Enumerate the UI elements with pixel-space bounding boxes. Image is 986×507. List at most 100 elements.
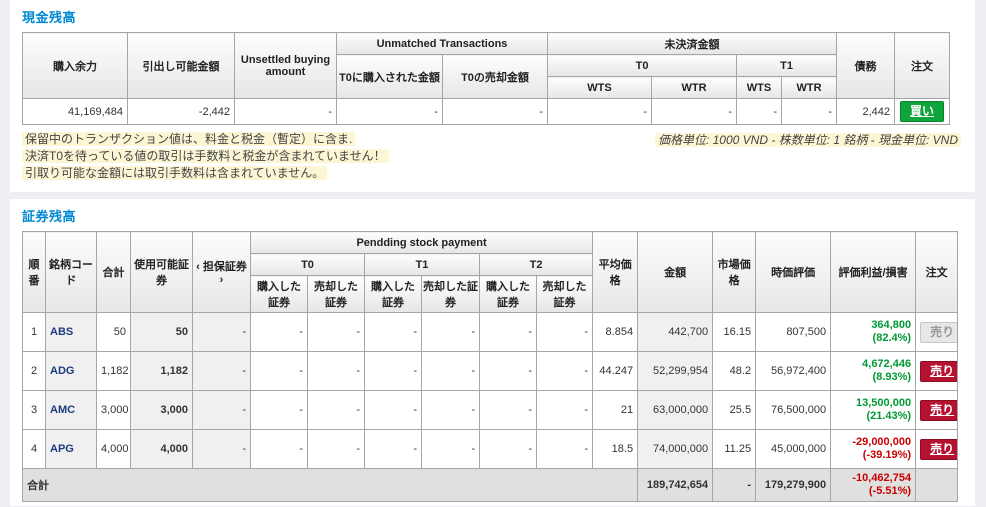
col-header-t0-wts: WTS: [547, 76, 653, 99]
cash-balance-panel: 現金残高 購入余力 引出し可能金額 Unsettled buying amoun…: [10, 0, 975, 192]
col-header-available: 使用可能証券: [130, 231, 193, 313]
col-header-code: 銘柄コード: [45, 231, 97, 313]
total-pl: -10,462,754 (-5.51%): [830, 468, 917, 502]
pl-value: 13,500,000 (21.43%): [830, 390, 917, 430]
total-row: 合計 189,742,654 - 179,279,900 -10,462,754…: [21, 468, 959, 502]
t0-sold: -: [307, 390, 365, 430]
col-header-collateral: ‹ 担保証券 ›: [192, 231, 251, 313]
buy-button[interactable]: 買い: [900, 101, 945, 122]
col-header-pending-stock-payment: Pendding stock payment: [249, 231, 594, 254]
t1-bought: -: [364, 312, 422, 352]
market-value: 76,500,000: [755, 390, 832, 430]
total-qty: 1,182: [96, 351, 131, 391]
t0-bought: -: [250, 390, 308, 430]
sell-button[interactable]: 売り: [920, 321, 957, 343]
notes-area: 保留中のトランザクション値は、料金と税金（暫定）に含ま. 決済T0を待っている値…: [22, 131, 975, 182]
avg-price: 21: [592, 390, 639, 430]
avg-price: 8.854: [592, 312, 639, 352]
col-header-t1-sold: 売却した証券: [421, 275, 480, 313]
t2-bought: -: [479, 390, 537, 430]
t1-sold: -: [421, 429, 480, 469]
col-header-t0-group: T0: [547, 54, 738, 77]
t1-sold: -: [421, 312, 480, 352]
col-header-t1-wts: WTS: [736, 76, 783, 99]
pl-value: 4,672,446 (8.93%): [830, 351, 917, 391]
total-market-value: 179,279,900: [755, 468, 832, 502]
securities-balance-panel: 証券残高 順番 銘柄コード 合計 使用可能証券 ‹ 担保証券 › Penddin…: [10, 199, 975, 506]
cash-balance-table: 購入余力 引出し可能金額 Unsettled buying amount Unm…: [22, 32, 951, 125]
stock-code[interactable]: AMC: [45, 390, 97, 430]
sell-button[interactable]: 売り: [920, 360, 957, 382]
stock-code[interactable]: ABS: [45, 312, 97, 352]
market-price: 11.25: [712, 429, 757, 469]
market-price: 16.15: [712, 312, 757, 352]
col-header-t2-bought: 購入した証券: [479, 275, 537, 313]
securities-balance-table: 順番 銘柄コード 合計 使用可能証券 ‹ 担保証券 › Pendding sto…: [21, 231, 959, 502]
sell-button[interactable]: 売り: [920, 438, 957, 460]
t2-sold: -: [535, 312, 594, 352]
table-row: 1 ABS 50 50 - - - - - - - 8.854 442,700 …: [22, 312, 959, 352]
t0-sold: -: [307, 312, 365, 352]
note-line: 保留中のトランザクション値は、料金と税金（暫定）に含ま.: [22, 131, 389, 148]
row-no: 1: [22, 312, 46, 352]
t2-sold: -: [535, 390, 594, 430]
t1-bought: -: [364, 390, 422, 430]
col-header-t0-wtr: WTR: [651, 76, 738, 99]
stock-code[interactable]: APG: [45, 429, 97, 469]
t2-bought: -: [479, 312, 537, 352]
available-qty: 1,182: [130, 351, 193, 391]
col-header-total: 合計: [96, 231, 131, 313]
col-header-pl: 評価利益/損害: [830, 231, 917, 313]
col-header-t0-sold: 売却した証券: [307, 275, 365, 313]
col-header-no: 順番: [22, 231, 46, 313]
stock-code[interactable]: ADG: [45, 351, 97, 391]
t1-bought: -: [364, 429, 422, 469]
market-value: 56,972,400: [755, 351, 832, 391]
pl-value: -29,000,000 (-39.19%): [830, 429, 917, 469]
t1-sold: -: [421, 390, 480, 430]
t0-bought-value: -: [336, 98, 443, 125]
available-qty: 50: [130, 312, 193, 352]
col-header-t1-wtr: WTR: [781, 76, 838, 99]
available-qty: 4,000: [130, 429, 193, 469]
col-header-t1-bought: 購入した証券: [364, 275, 422, 313]
total-label: 合計: [21, 468, 639, 502]
total-order-cell: [915, 468, 959, 502]
t2-bought: -: [479, 429, 537, 469]
amount: 74,000,000: [637, 429, 714, 469]
note-line: 決済T0を待っている値の取引は手数料と税金が含まれていません！: [22, 148, 389, 165]
t2-sold: -: [535, 429, 594, 469]
cash-notes: 保留中のトランザクション値は、料金と税金（暫定）に含ま. 決済T0を待っている値…: [22, 131, 389, 182]
col-header-t0-group: T0: [250, 253, 365, 276]
t0-bought: -: [250, 429, 308, 469]
collateral-qty: -: [192, 312, 251, 352]
avg-price: 18.5: [592, 429, 639, 469]
market-value: 45,000,000: [755, 429, 832, 469]
sell-button[interactable]: 売り: [920, 399, 957, 421]
t1-bought: -: [364, 351, 422, 391]
amount: 442,700: [637, 312, 714, 352]
t0-wts-value: -: [547, 98, 653, 125]
total-amount: 189,742,654: [637, 468, 714, 502]
t0-bought: -: [250, 312, 308, 352]
withdrawable-value: -2,442: [127, 98, 235, 125]
collateral-qty: -: [192, 390, 251, 430]
avg-price: 44.247: [592, 351, 639, 391]
pl-value: 364,800 (82.4%): [830, 312, 917, 352]
table-row: 4 APG 4,000 4,000 - - - - - - - 18.5 74,…: [22, 429, 959, 469]
col-header-withdrawable: 引出し可能金額: [127, 32, 235, 99]
col-header-t0-bought: 購入した証券: [250, 275, 308, 313]
unsettled-buying-value: -: [234, 98, 337, 125]
unit-note: 価格単位: 1000 VND - 株数単位: 1 銘柄 - 現金単位: VND: [654, 131, 961, 148]
t0-bought: -: [250, 351, 308, 391]
t0-sold-value: -: [441, 98, 549, 125]
col-header-t1-group: T1: [364, 253, 480, 276]
t1-wts-value: -: [736, 98, 783, 125]
col-header-t2-sold: 売却した証券: [535, 275, 594, 313]
t1-wtr-value: -: [781, 98, 838, 125]
market-price: 48.2: [712, 351, 757, 391]
col-header-debt: 債務: [836, 32, 896, 99]
note-line: 引取り可能な金額には取引手数料は含まれていません。: [22, 165, 389, 182]
panel-divider: [0, 192, 986, 199]
market-price: 25.5: [712, 390, 757, 430]
